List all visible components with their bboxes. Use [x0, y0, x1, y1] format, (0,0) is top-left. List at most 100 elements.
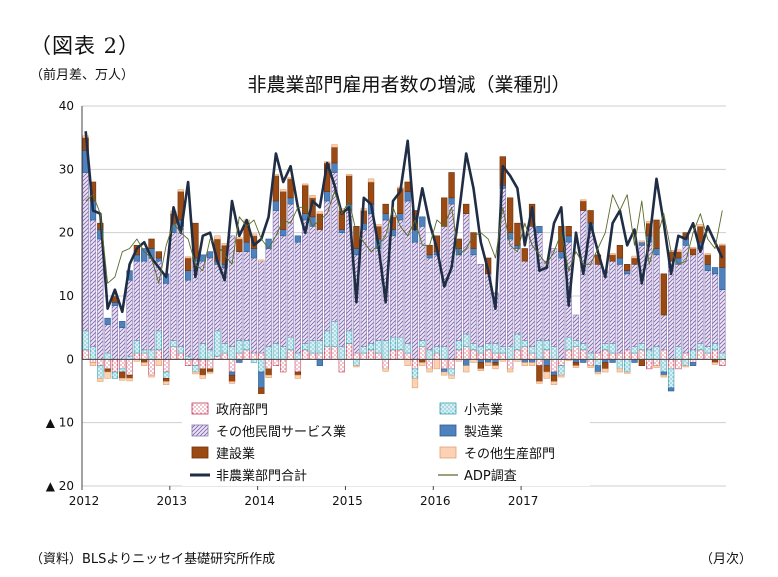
- x-axis-unit-label: （月次）: [699, 552, 752, 567]
- bar-ogood: [543, 371, 550, 379]
- bar-retail: [324, 330, 331, 347]
- bar-ogood: [521, 362, 528, 366]
- bar-gov: [492, 352, 499, 360]
- bar-gov: [631, 352, 638, 360]
- bar-gov: [638, 349, 645, 360]
- bar-mfg: [660, 371, 667, 376]
- bar-serv: [572, 314, 580, 341]
- bar-mfg: [111, 302, 119, 306]
- bar-retail: [243, 340, 250, 351]
- x-tick-label: 2017: [508, 494, 539, 508]
- bar-mfg: [470, 248, 477, 256]
- bar-mfg: [324, 191, 331, 202]
- bar-retail: [711, 343, 719, 351]
- x-tick-label: 2014: [244, 494, 275, 508]
- bar-gov: [338, 359, 345, 373]
- bar-gov: [148, 359, 155, 376]
- bar-cons: [119, 371, 126, 379]
- bar-retail: [206, 349, 214, 360]
- bar-retail: [155, 330, 162, 351]
- line-total: [84, 131, 724, 314]
- bar-serv: [580, 210, 587, 344]
- bar-retail: [499, 346, 506, 354]
- bar-ogood: [104, 371, 111, 379]
- bar-ogood: [163, 381, 170, 385]
- bar-ogood: [309, 195, 316, 199]
- bar-retail: [558, 365, 565, 376]
- bar-retail: [653, 346, 660, 360]
- bar-serv: [711, 273, 719, 344]
- bar-mfg: [250, 248, 258, 259]
- bar-cons: [353, 226, 360, 249]
- bar-ogood: [433, 359, 441, 370]
- bar-mfg: [141, 248, 148, 262]
- y-tick-label: 10: [59, 289, 74, 303]
- bar-gov: [324, 346, 331, 360]
- bar-gov: [704, 352, 711, 360]
- bar-cons: [126, 374, 133, 379]
- bar-ogood: [419, 362, 426, 366]
- bar-serv: [404, 200, 411, 344]
- bar-retail: [470, 343, 477, 351]
- bar-ogood: [485, 362, 492, 366]
- bar-serv: [360, 229, 367, 347]
- y-tick-label: ▲ 20: [46, 479, 74, 493]
- bar-retail: [367, 343, 375, 351]
- bar-gov: [660, 349, 667, 360]
- bar-cons: [565, 226, 572, 237]
- bar-mfg: [228, 371, 236, 376]
- bar-retail: [543, 340, 550, 351]
- bar-serv: [324, 200, 331, 332]
- bar-mfg: [272, 200, 280, 211]
- bar-mfg: [199, 254, 206, 262]
- bar-gov: [206, 359, 214, 370]
- bar-mfg: [689, 362, 697, 366]
- bar-ogood: [602, 368, 609, 373]
- bar-gov: [609, 352, 616, 360]
- bar-retail: [411, 368, 419, 379]
- bar-serv: [697, 248, 704, 344]
- bar-gov: [543, 349, 550, 360]
- bar-gov: [565, 349, 572, 360]
- bar-cons: [572, 362, 580, 366]
- bar-retail: [309, 340, 316, 354]
- bar-gov: [646, 359, 653, 370]
- bar-serv: [521, 260, 528, 341]
- line-adp: [85, 191, 723, 284]
- bar-cons: [616, 245, 624, 259]
- bar-gov: [682, 352, 689, 360]
- legend-label-ogood: その他生産部門: [464, 446, 555, 462]
- bar-gov: [470, 349, 477, 360]
- bar-ogood: [536, 381, 543, 384]
- bar-retail: [631, 346, 638, 354]
- bar-serv: [587, 229, 594, 354]
- bar-gov: [536, 359, 543, 366]
- bar-gov: [199, 359, 206, 370]
- bar-retail: [638, 343, 645, 351]
- bar-gov: [485, 349, 492, 360]
- bar-ogood: [463, 365, 470, 373]
- bar-ogood: [148, 374, 155, 378]
- bar-cons: [660, 273, 667, 316]
- bar-cons: [550, 374, 558, 382]
- bar-serv: [111, 305, 119, 360]
- bar-gov: [287, 349, 294, 360]
- bar-gov: [572, 346, 580, 360]
- legend-label-gov: 政府部門: [216, 403, 268, 418]
- bar-serv: [653, 254, 660, 347]
- bar-serv: [316, 229, 323, 341]
- bar-retail: [492, 343, 499, 354]
- bar-gov: [448, 359, 455, 370]
- bar-cons: [521, 248, 528, 262]
- bar-ogood: [697, 224, 704, 227]
- bar-cons: [477, 362, 484, 370]
- bar-retail: [719, 352, 726, 360]
- bar-retail: [485, 343, 492, 351]
- bar-serv: [704, 270, 711, 347]
- bar-mfg: [243, 241, 250, 252]
- bar-mfg: [184, 270, 192, 281]
- bar-mfg: [441, 368, 448, 373]
- bar-gov: [82, 349, 89, 360]
- bar-cons: [155, 251, 162, 259]
- bar-ogood: [631, 255, 638, 259]
